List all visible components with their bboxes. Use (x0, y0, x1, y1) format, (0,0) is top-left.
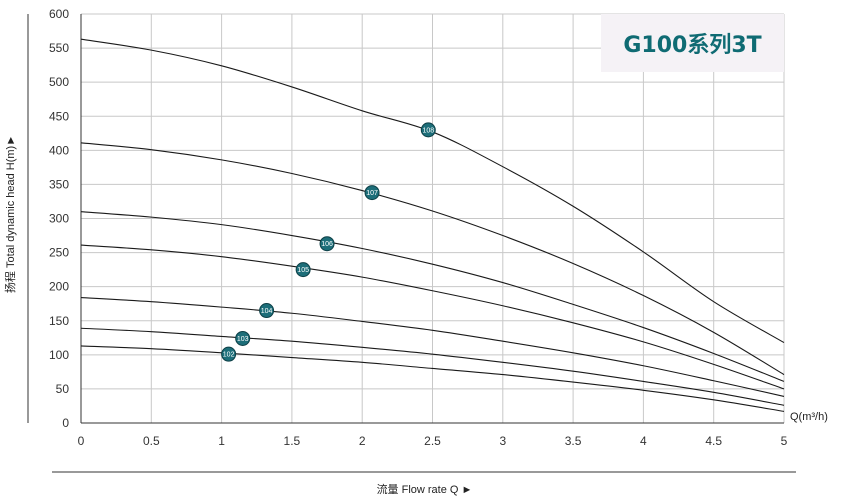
x-tick-label: 1.5 (284, 434, 301, 448)
y-tick-labels: 0 50 100 150 200 250 300 350 400 450 500 550 600 (49, 7, 69, 430)
y-tick-label: 350 (49, 177, 69, 191)
x-tick-label: 0.5 (143, 434, 160, 448)
y-axis-label-text: 扬程 Total dynamic head H(m)► (5, 134, 17, 294)
x-tick-labels: 0 0.5 1 1.5 2 2.5 3 3.5 4 4.5 5 (78, 434, 788, 448)
grid-lines (80, 13, 785, 424)
x-axis-label-text: 流量 Flow rate Q ► (376, 484, 473, 496)
x-axis-label: 流量 Flow rate Q ► (0, 481, 849, 497)
series-badge: G100系列3T (601, 14, 784, 72)
x-tick-label: 4.5 (705, 434, 722, 448)
marker-107 (364, 185, 380, 201)
marker-106 (319, 236, 335, 252)
x-tick-label: 4 (640, 434, 647, 448)
marker-label-103: 103 (237, 336, 249, 343)
x-tick-label: 3 (499, 434, 506, 448)
y-tick-label: 550 (49, 41, 69, 55)
y-tick-label: 50 (56, 382, 70, 396)
y-tick-label: 300 (49, 212, 69, 226)
marker-label-107: 107 (366, 190, 378, 197)
y-tick-label: 150 (49, 314, 69, 328)
x-tick-label: 0 (78, 434, 85, 448)
x-tick-label: 1 (218, 434, 225, 448)
marker-label-106: 106 (321, 241, 333, 248)
marker-label-108: 108 (422, 127, 434, 134)
curve-107 (80, 142, 785, 376)
y-tick-label: 250 (49, 246, 69, 260)
y-tick-label: 450 (49, 109, 69, 123)
marker-label-102: 102 (223, 352, 235, 359)
x-tick-label: 5 (781, 434, 788, 448)
y-tick-label: 200 (49, 280, 69, 294)
y-tick-label: 600 (49, 7, 69, 21)
y-tick-label: 500 (49, 75, 69, 89)
marker-108 (420, 122, 436, 138)
y-tick-label: 400 (49, 143, 69, 157)
curve-105 (80, 244, 785, 390)
x-tick-label: 2.5 (424, 434, 441, 448)
marker-103 (235, 330, 251, 346)
curve-markers: 102 103 104 105 106 107 108 (221, 122, 436, 362)
x-tick-label: 3.5 (565, 434, 582, 448)
badge-title: G100系列3T (623, 33, 762, 58)
x-tick-label: 2 (359, 434, 366, 448)
curve-103 (80, 327, 785, 406)
y-tick-label: 0 (62, 416, 69, 430)
curve-102 (80, 345, 785, 412)
x-axis-unit: Q(m³/h) (790, 411, 828, 423)
curve-108 (80, 38, 785, 344)
curve-106 (80, 211, 785, 382)
curve-104 (80, 297, 785, 397)
axes (27, 14, 796, 473)
performance-curves (80, 38, 785, 412)
marker-105 (295, 262, 311, 278)
marker-102 (221, 346, 237, 362)
marker-label-104: 104 (261, 308, 273, 315)
marker-104 (259, 303, 275, 319)
y-tick-label: 100 (49, 348, 69, 362)
marker-label-105: 105 (297, 267, 309, 274)
